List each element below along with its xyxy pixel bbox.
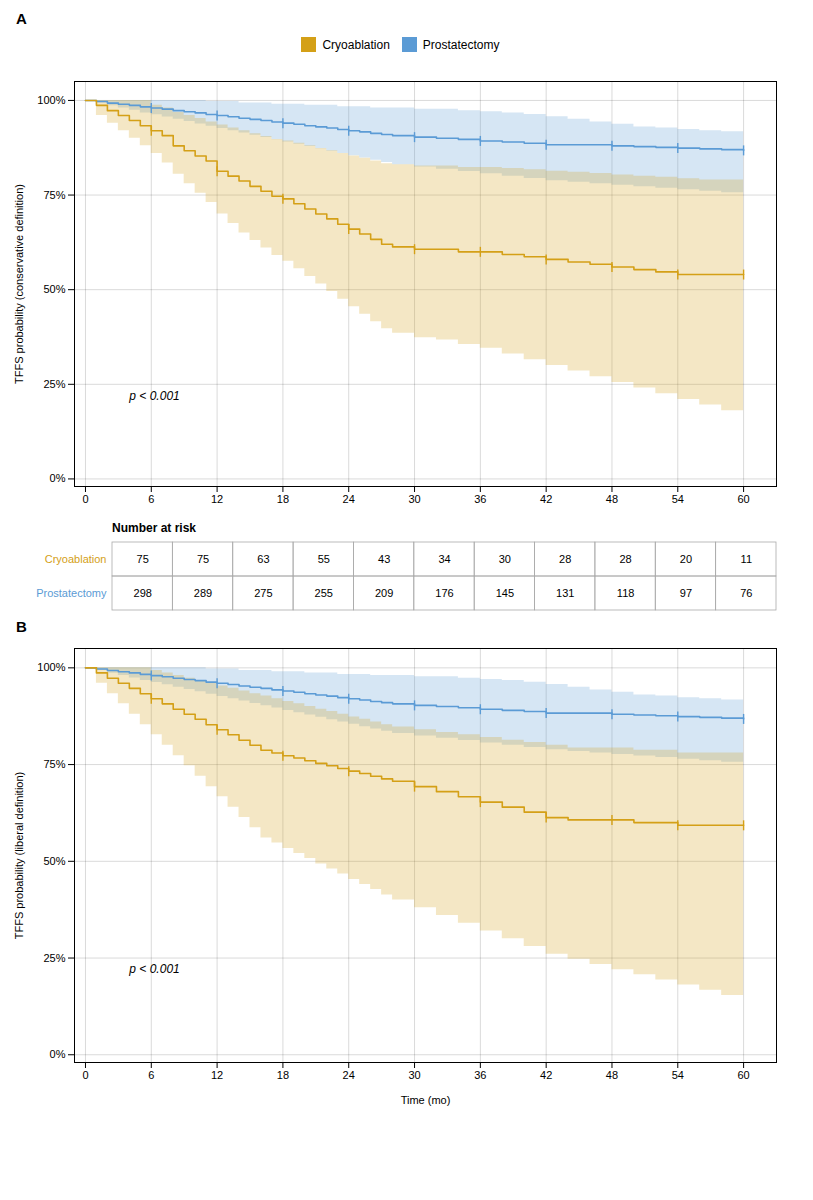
svg-text:50%: 50% xyxy=(43,855,65,867)
svg-text:24: 24 xyxy=(343,1069,355,1081)
svg-text:76: 76 xyxy=(740,587,752,599)
svg-text:0%: 0% xyxy=(50,472,66,484)
svg-text:0%: 0% xyxy=(50,1048,66,1060)
svg-text:18: 18 xyxy=(277,493,289,505)
svg-text:100%: 100% xyxy=(37,661,65,673)
svg-text:p < 0.001: p < 0.001 xyxy=(128,962,179,976)
svg-text:30: 30 xyxy=(499,553,511,565)
svg-text:42: 42 xyxy=(540,493,552,505)
svg-text:48: 48 xyxy=(606,1069,618,1081)
svg-text:p < 0.001: p < 0.001 xyxy=(128,388,179,402)
svg-text:TFFS probability (liberal defi: TFFS probability (liberal definition) xyxy=(13,772,25,940)
svg-text:60: 60 xyxy=(737,493,749,505)
svg-text:0: 0 xyxy=(82,1069,88,1081)
html-text:Prostatectomy: Prostatectomy xyxy=(422,37,500,52)
svg-text:209: 209 xyxy=(375,587,393,599)
svg-text:97: 97 xyxy=(680,587,692,599)
svg-text:34: 34 xyxy=(438,553,450,565)
svg-text:50%: 50% xyxy=(43,283,65,295)
svg-text:43: 43 xyxy=(378,553,390,565)
svg-text:75: 75 xyxy=(197,553,209,565)
svg-text:28: 28 xyxy=(619,553,631,565)
html-text:A: A xyxy=(16,10,27,27)
svg-text:11: 11 xyxy=(741,553,752,565)
svg-text:75%: 75% xyxy=(43,758,65,770)
svg-text:255: 255 xyxy=(315,587,333,599)
svg-text:48: 48 xyxy=(606,493,618,505)
svg-text:6: 6 xyxy=(148,1069,154,1081)
svg-text:Prostatectomy: Prostatectomy xyxy=(36,587,107,599)
svg-text:24: 24 xyxy=(343,493,355,505)
svg-text:12: 12 xyxy=(211,493,223,505)
svg-text:25%: 25% xyxy=(43,952,65,964)
svg-text:275: 275 xyxy=(254,587,272,599)
html-text:Number at risk: Number at risk xyxy=(112,521,196,535)
svg-text:54: 54 xyxy=(672,493,684,505)
svg-text:25%: 25% xyxy=(43,378,65,390)
svg-text:118: 118 xyxy=(617,587,635,599)
svg-text:Time (mo): Time (mo) xyxy=(401,1094,451,1106)
html-text:Cryoablation: Cryoablation xyxy=(322,37,390,52)
svg-text:298: 298 xyxy=(134,587,152,599)
svg-text:30: 30 xyxy=(408,493,420,505)
svg-text:TFFS probability (conservative: TFFS probability (conservative definitio… xyxy=(13,184,25,384)
svg-text:Cryoablation: Cryoablation xyxy=(45,553,107,565)
svg-text:28: 28 xyxy=(559,553,571,565)
svg-text:54: 54 xyxy=(672,1069,684,1081)
svg-text:60: 60 xyxy=(737,1069,749,1081)
svg-text:36: 36 xyxy=(474,493,486,505)
svg-text:75%: 75% xyxy=(43,189,65,201)
svg-text:145: 145 xyxy=(496,587,514,599)
svg-text:55: 55 xyxy=(318,553,330,565)
html-text:B: B xyxy=(16,618,27,635)
svg-text:12: 12 xyxy=(211,1069,223,1081)
svg-text:131: 131 xyxy=(556,587,574,599)
svg-text:289: 289 xyxy=(194,587,212,599)
svg-text:18: 18 xyxy=(277,1069,289,1081)
svg-text:30: 30 xyxy=(408,1069,420,1081)
svg-text:42: 42 xyxy=(540,1069,552,1081)
svg-text:75: 75 xyxy=(137,553,149,565)
svg-text:100%: 100% xyxy=(37,94,65,106)
svg-text:36: 36 xyxy=(474,1069,486,1081)
svg-text:0: 0 xyxy=(82,493,88,505)
svg-text:63: 63 xyxy=(257,553,269,565)
svg-text:20: 20 xyxy=(680,553,692,565)
svg-text:6: 6 xyxy=(148,493,154,505)
svg-text:176: 176 xyxy=(435,587,453,599)
